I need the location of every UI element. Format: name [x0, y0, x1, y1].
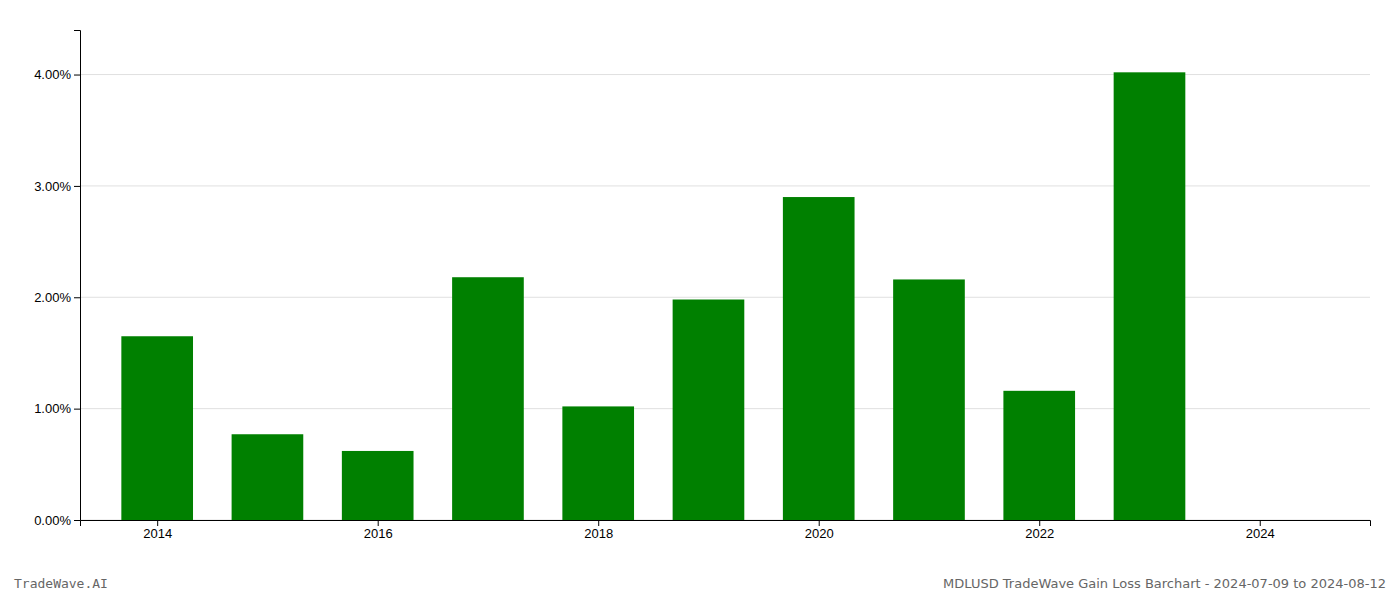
- y-tick: 2.00%: [34, 290, 80, 305]
- x-tick-mark: [378, 520, 379, 526]
- x-tick-label: 2024: [1246, 526, 1275, 541]
- x-axis: 2014 2016 2018 2020 2022 2024: [81, 520, 1371, 541]
- y-tick-label: 0.00%: [34, 513, 71, 528]
- bar: [121, 336, 193, 520]
- y-tick-mark: [74, 409, 80, 410]
- y-tick-mark: [74, 520, 80, 521]
- x-tick-mark: [819, 520, 820, 526]
- y-tick-label: 2.00%: [34, 290, 71, 305]
- x-tick-mark: [1260, 520, 1261, 526]
- x-tick: 2024: [1246, 520, 1275, 541]
- x-tick: 2016: [364, 520, 393, 541]
- x-tick-mark: [598, 520, 599, 526]
- bars: [121, 72, 1185, 520]
- chart: 2014 2016 2018 2020 2022 2024 0.00% 1.00% 2.00% 3…: [0, 0, 1400, 600]
- y-tick-label: 1.00%: [34, 401, 71, 416]
- bar: [1003, 391, 1075, 520]
- x-tick-mark: [157, 520, 158, 526]
- x-tick-label: 2020: [805, 526, 834, 541]
- y-axis-line: [74, 31, 81, 521]
- y-tick-label: 4.00%: [34, 67, 71, 82]
- x-tick-label: 2018: [584, 526, 613, 541]
- y-tick: 4.00%: [34, 67, 80, 82]
- x-tick-label: 2022: [1025, 526, 1054, 541]
- y-tick-label: 3.00%: [34, 179, 71, 194]
- y-tick: 1.00%: [34, 401, 80, 416]
- x-tick: 2022: [1025, 520, 1054, 541]
- footer-right: MDLUSD TradeWave Gain Loss Barchart - 20…: [943, 576, 1386, 591]
- bar: [452, 277, 524, 520]
- x-tick: 2018: [584, 520, 613, 541]
- x-tick-mark: [1039, 520, 1040, 526]
- y-tick: 0.00%: [34, 513, 80, 528]
- bar: [232, 434, 304, 520]
- y-tick-mark: [74, 186, 80, 187]
- bar: [783, 197, 855, 520]
- bar: [1224, 520, 1296, 521]
- bar: [1114, 72, 1186, 520]
- bar: [893, 279, 965, 520]
- x-tick-label: 2016: [364, 526, 393, 541]
- y-tick: 3.00%: [34, 179, 80, 194]
- bar: [673, 300, 745, 521]
- footer: TradeWave.AI MDLUSD TradeWave Gain Loss B…: [14, 576, 1386, 591]
- x-axis-line: [81, 521, 1371, 527]
- plot: 2014 2016 2018 2020 2022 2024 0.00% 1.00% 2.00% 3…: [34, 31, 1370, 542]
- y-tick-mark: [74, 297, 80, 298]
- y-tick-mark: [74, 75, 80, 76]
- bar: [562, 406, 634, 520]
- footer-left: TradeWave.AI: [14, 576, 108, 591]
- x-tick: 2020: [805, 520, 834, 541]
- x-tick: 2014: [143, 520, 172, 541]
- y-axis: 0.00% 1.00% 2.00% 3.00% 4.00%: [34, 31, 80, 528]
- x-tick-label: 2014: [143, 526, 172, 541]
- bar: [342, 451, 414, 520]
